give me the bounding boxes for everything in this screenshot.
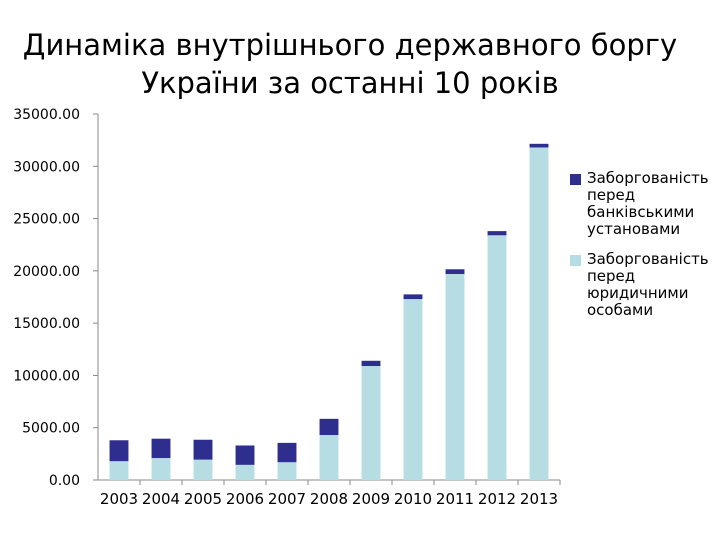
legend-label-legal-entities: Заборгованість перед юридичними особами	[587, 250, 709, 319]
legend-label-banks: Заборгованість перед банківськими устано…	[587, 169, 709, 238]
bar-segment-legal-entities	[193, 459, 213, 480]
bar-segment-legal-entities	[361, 366, 381, 480]
y-tick-label: 20000.00	[13, 264, 80, 280]
bar-segment-legal-entities	[529, 147, 549, 480]
y-tick-label: 30000.00	[13, 159, 80, 175]
chart-title: Динаміка внутрішнього державного боргу У…	[0, 26, 700, 102]
bar-segment-banks	[319, 418, 339, 436]
y-tick-label: 0.00	[49, 473, 80, 489]
x-tick-label: 2010	[394, 490, 432, 508]
y-tick-label: 5000.00	[22, 421, 80, 437]
bar-segment-legal-entities	[109, 461, 129, 480]
x-tick-label: 2011	[436, 490, 474, 508]
bar-segment-legal-entities	[445, 273, 465, 480]
x-tick-label: 2009	[352, 490, 390, 508]
bar-segment-legal-entities	[403, 299, 423, 480]
bar-segment-banks	[361, 360, 381, 367]
x-tick-label: 2003	[100, 490, 138, 508]
x-tick-label: 2005	[184, 490, 222, 508]
bar-segment-banks	[487, 231, 507, 236]
y-tick-label: 15000.00	[13, 316, 80, 332]
legend-item-legal-entities: Заборгованість перед юридичними особами	[570, 251, 718, 319]
bar-segment-banks	[109, 440, 129, 462]
bar-segment-legal-entities	[487, 235, 507, 480]
legend-swatch-banks	[570, 174, 581, 185]
bar-segment-banks	[151, 438, 171, 459]
legend-swatch-legal-entities	[570, 255, 581, 266]
bar-segment-legal-entities	[151, 458, 171, 480]
y-tick-label: 35000.00	[13, 107, 80, 123]
legend-item-banks: Заборгованість перед банківськими устано…	[570, 170, 718, 238]
x-tick-label: 2012	[478, 490, 516, 508]
chart-title-line-1: Динаміка внутрішнього державного боргу	[22, 28, 678, 62]
y-tick-label: 10000.00	[13, 368, 80, 384]
bar-segment-legal-entities	[319, 435, 339, 480]
bar-segment-banks	[403, 294, 423, 300]
x-tick-label: 2004	[142, 490, 180, 508]
bar-segment-banks	[235, 445, 255, 465]
bar-segment-banks	[277, 442, 297, 463]
x-tick-label: 2008	[310, 490, 348, 508]
x-tick-label: 2006	[226, 490, 264, 508]
chart-title-line-2: України за останні 10 років	[141, 66, 559, 100]
chart-legend: Заборгованість перед банківськими устано…	[570, 170, 718, 332]
bar-segment-banks	[529, 143, 549, 148]
bar-segment-banks	[193, 439, 213, 460]
y-tick-label: 25000.00	[13, 212, 80, 228]
bar-segment-legal-entities	[235, 464, 255, 480]
bar-segment-legal-entities	[277, 462, 297, 480]
x-tick-label: 2013	[520, 490, 558, 508]
x-tick-label: 2007	[268, 490, 306, 508]
bar-segment-banks	[445, 269, 465, 274]
